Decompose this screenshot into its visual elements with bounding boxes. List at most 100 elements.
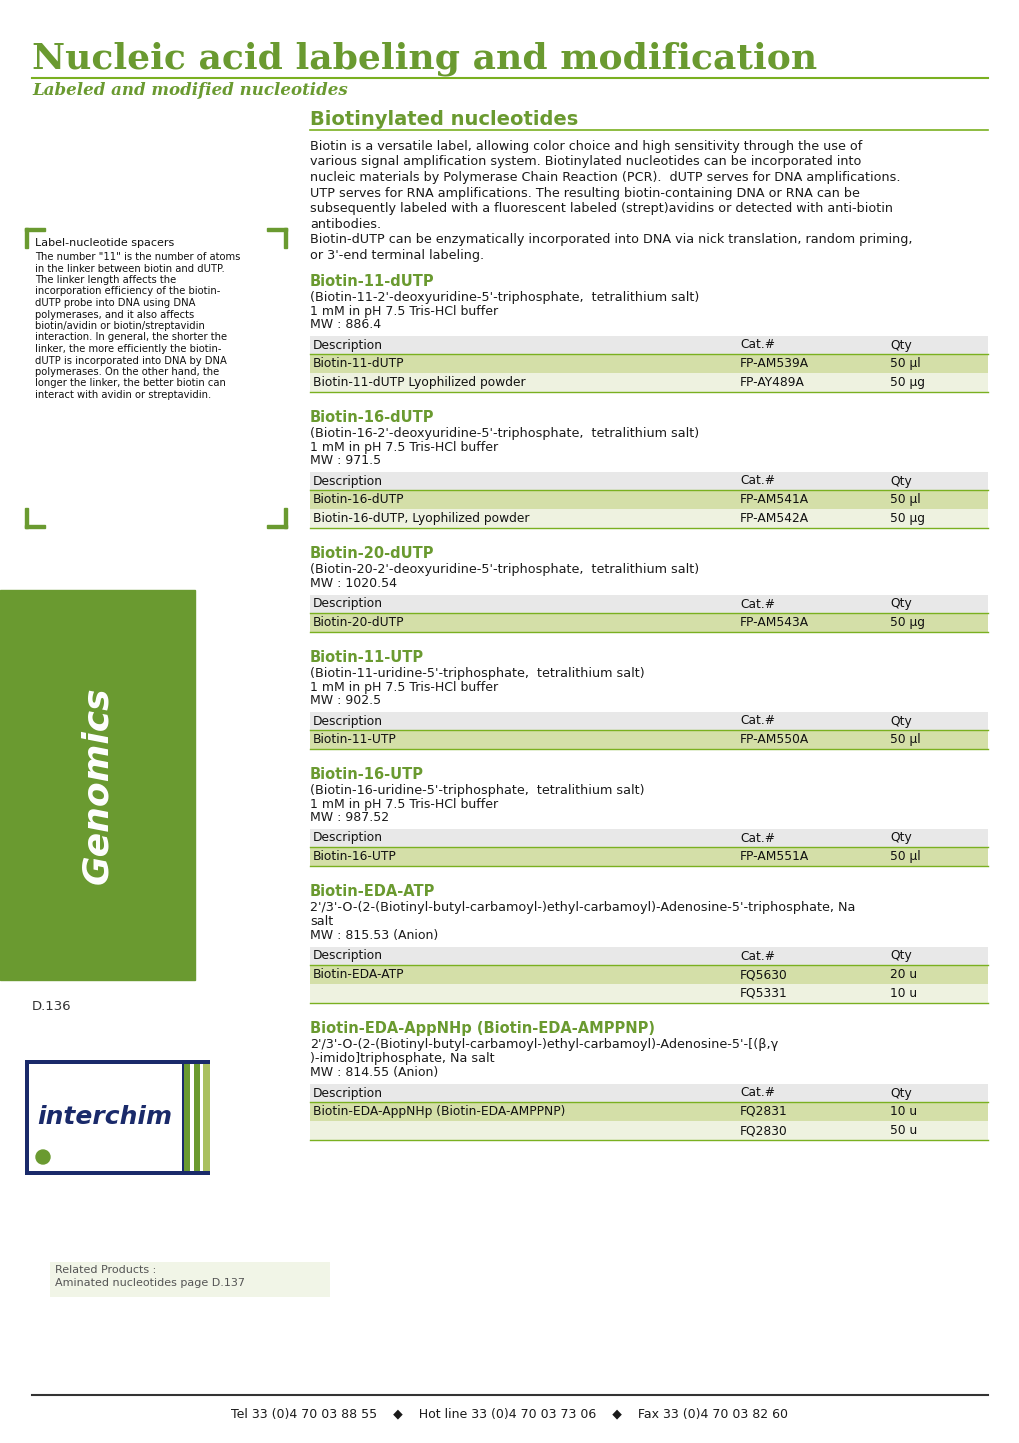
Text: 50 µg: 50 µg — [890, 377, 924, 390]
Bar — [310, 847, 987, 866]
Text: Cat.#: Cat.# — [739, 475, 774, 488]
Bar — [310, 509, 987, 528]
Bar — [267, 525, 286, 528]
Text: Nucleic acid labeling and modification: Nucleic acid labeling and modification — [32, 42, 816, 76]
Text: Label-nucleotide spacers: Label-nucleotide spacers — [35, 238, 174, 248]
Text: (Biotin-16-2'-deoxyuridine-5'-triphosphate,  tetralithium salt): (Biotin-16-2'-deoxyuridine-5'-triphospha… — [310, 427, 698, 440]
Text: FQ5331: FQ5331 — [739, 987, 787, 1000]
Bar — [29, 1063, 181, 1172]
Text: Biotin-16-UTP: Biotin-16-UTP — [313, 850, 396, 863]
Text: FQ5630: FQ5630 — [739, 968, 787, 981]
Text: FP-AM539A: FP-AM539A — [739, 356, 808, 369]
Text: FP-AM551A: FP-AM551A — [739, 850, 808, 863]
Text: 1 mM in pH 7.5 Tris-HCl buffer: 1 mM in pH 7.5 Tris-HCl buffer — [310, 681, 497, 694]
Bar — [50, 1263, 330, 1297]
Text: Genomics: Genomics — [81, 687, 114, 883]
Text: MW : 902.5: MW : 902.5 — [310, 694, 381, 707]
Text: (Biotin-20-2'-deoxyuridine-5'-triphosphate,  tetralithium salt): (Biotin-20-2'-deoxyuridine-5'-triphospha… — [310, 563, 698, 576]
Text: Biotin-11-dUTP Lyophilized powder: Biotin-11-dUTP Lyophilized powder — [313, 377, 525, 390]
Text: incorporation efficiency of the biotin-: incorporation efficiency of the biotin- — [35, 287, 220, 296]
Text: salt: salt — [310, 915, 333, 928]
Bar — [310, 1121, 987, 1140]
Bar — [267, 228, 286, 231]
Bar — [25, 525, 45, 528]
Text: D.136: D.136 — [32, 1000, 71, 1013]
Text: FP-AM542A: FP-AM542A — [739, 512, 808, 525]
Text: (Biotin-11-uridine-5'-triphosphate,  tetralithium salt): (Biotin-11-uridine-5'-triphosphate, tetr… — [310, 667, 644, 680]
Text: in the linker between biotin and dUTP.: in the linker between biotin and dUTP. — [35, 264, 224, 274]
Text: (Biotin-16-uridine-5'-triphosphate,  tetralithium salt): (Biotin-16-uridine-5'-triphosphate, tetr… — [310, 784, 644, 797]
Bar — [283, 228, 286, 248]
Bar — [25, 1061, 210, 1175]
Text: Cat.#: Cat.# — [739, 949, 774, 962]
Text: Biotin-20-dUTP: Biotin-20-dUTP — [310, 545, 434, 561]
Bar — [310, 1084, 987, 1102]
Bar — [310, 595, 987, 613]
Bar — [283, 508, 286, 528]
Text: Biotin-11-UTP: Biotin-11-UTP — [313, 733, 396, 746]
Text: Description: Description — [313, 831, 382, 844]
Text: antibodies.: antibodies. — [310, 218, 381, 231]
Text: Cat.#: Cat.# — [739, 831, 774, 844]
Text: 1 mM in pH 7.5 Tris-HCl buffer: 1 mM in pH 7.5 Tris-HCl buffer — [310, 798, 497, 811]
Bar — [310, 965, 987, 984]
Text: 50 µl: 50 µl — [890, 733, 920, 746]
Text: 1 mM in pH 7.5 Tris-HCl buffer: 1 mM in pH 7.5 Tris-HCl buffer — [310, 442, 497, 455]
Text: biotin/avidin or biotin/streptavidin: biotin/avidin or biotin/streptavidin — [35, 320, 205, 330]
Text: MW : 1020.54: MW : 1020.54 — [310, 577, 396, 590]
Text: Tel 33 (0)4 70 03 88 55    ◆    Hot line 33 (0)4 70 03 73 06    ◆    Fax 33 (0)4: Tel 33 (0)4 70 03 88 55 ◆ Hot line 33 (0… — [231, 1407, 788, 1420]
Text: nucleic materials by Polymerase Chain Reaction (PCR).  dUTP serves for DNA ampli: nucleic materials by Polymerase Chain Re… — [310, 172, 900, 185]
Circle shape — [36, 1150, 50, 1165]
Text: Cat.#: Cat.# — [739, 597, 774, 610]
Text: Description: Description — [313, 475, 382, 488]
Text: linker, the more efficiently the biotin-: linker, the more efficiently the biotin- — [35, 343, 221, 354]
Text: dUTP is incorporated into DNA by DNA: dUTP is incorporated into DNA by DNA — [35, 355, 226, 365]
Text: interaction. In general, the shorter the: interaction. In general, the shorter the — [35, 332, 227, 342]
Bar — [310, 711, 987, 730]
Text: Qty: Qty — [890, 475, 911, 488]
Text: various signal amplification system. Biotinylated nucleotides can be incorporate: various signal amplification system. Bio… — [310, 156, 860, 169]
Text: 10 u: 10 u — [890, 1105, 916, 1118]
Text: The number "11" is the number of atoms: The number "11" is the number of atoms — [35, 253, 240, 263]
Text: FP-AY489A: FP-AY489A — [739, 377, 804, 390]
Text: Aminated nucleotides page D.137: Aminated nucleotides page D.137 — [55, 1278, 245, 1289]
Text: 50 µl: 50 µl — [890, 850, 920, 863]
Bar — [310, 828, 987, 847]
Bar — [25, 508, 28, 528]
Bar — [190, 1063, 194, 1172]
Text: Biotin-EDA-ATP: Biotin-EDA-ATP — [313, 968, 405, 981]
Text: Biotin-20-dUTP: Biotin-20-dUTP — [313, 616, 405, 629]
Bar — [310, 613, 987, 632]
Text: Description: Description — [313, 714, 382, 727]
Text: Biotin-11-UTP: Biotin-11-UTP — [310, 649, 424, 665]
Text: MW : 971.5: MW : 971.5 — [310, 455, 381, 468]
Text: Qty: Qty — [890, 949, 911, 962]
Text: 50 u: 50 u — [890, 1124, 916, 1137]
Text: 10 u: 10 u — [890, 987, 916, 1000]
Text: Labeled and modified nucleotides: Labeled and modified nucleotides — [32, 82, 347, 100]
Bar — [203, 1063, 210, 1172]
Text: 2'/3'-O-(2-(Biotinyl-butyl-carbamoyl-)ethyl-carbamoyl)-Adenosine-5'-[(β,γ: 2'/3'-O-(2-(Biotinyl-butyl-carbamoyl-)et… — [310, 1038, 777, 1051]
Text: Description: Description — [313, 1087, 382, 1100]
Bar — [25, 228, 45, 231]
Bar — [194, 1063, 200, 1172]
Text: UTP serves for RNA amplifications. The resulting biotin-containing DNA or RNA ca: UTP serves for RNA amplifications. The r… — [310, 186, 859, 199]
Text: MW : 886.4: MW : 886.4 — [310, 317, 381, 330]
Text: subsequently labeled with a fluorescent labeled (strept)avidins or detected with: subsequently labeled with a fluorescent … — [310, 202, 892, 215]
Text: The linker length affects the: The linker length affects the — [35, 276, 176, 286]
Bar — [310, 472, 987, 491]
Text: Biotin-16-dUTP: Biotin-16-dUTP — [313, 494, 405, 506]
Text: longer the linker, the better biotin can: longer the linker, the better biotin can — [35, 378, 225, 388]
Text: Biotin-16-dUTP, Lyophilized powder: Biotin-16-dUTP, Lyophilized powder — [313, 512, 529, 525]
Text: Biotin-16-dUTP: Biotin-16-dUTP — [310, 410, 434, 426]
Text: Biotin-11-dUTP: Biotin-11-dUTP — [313, 356, 405, 369]
Text: 50 µl: 50 µl — [890, 356, 920, 369]
Text: Biotin-EDA-ATP: Biotin-EDA-ATP — [310, 885, 435, 899]
Text: dUTP probe into DNA using DNA: dUTP probe into DNA using DNA — [35, 299, 196, 307]
Text: Description: Description — [313, 597, 382, 610]
Text: Qty: Qty — [890, 1087, 911, 1100]
Text: Description: Description — [313, 339, 382, 352]
Text: Biotin is a versatile label, allowing color choice and high sensitivity through : Biotin is a versatile label, allowing co… — [310, 140, 861, 153]
Bar — [310, 336, 987, 354]
Text: FQ2830: FQ2830 — [739, 1124, 787, 1137]
